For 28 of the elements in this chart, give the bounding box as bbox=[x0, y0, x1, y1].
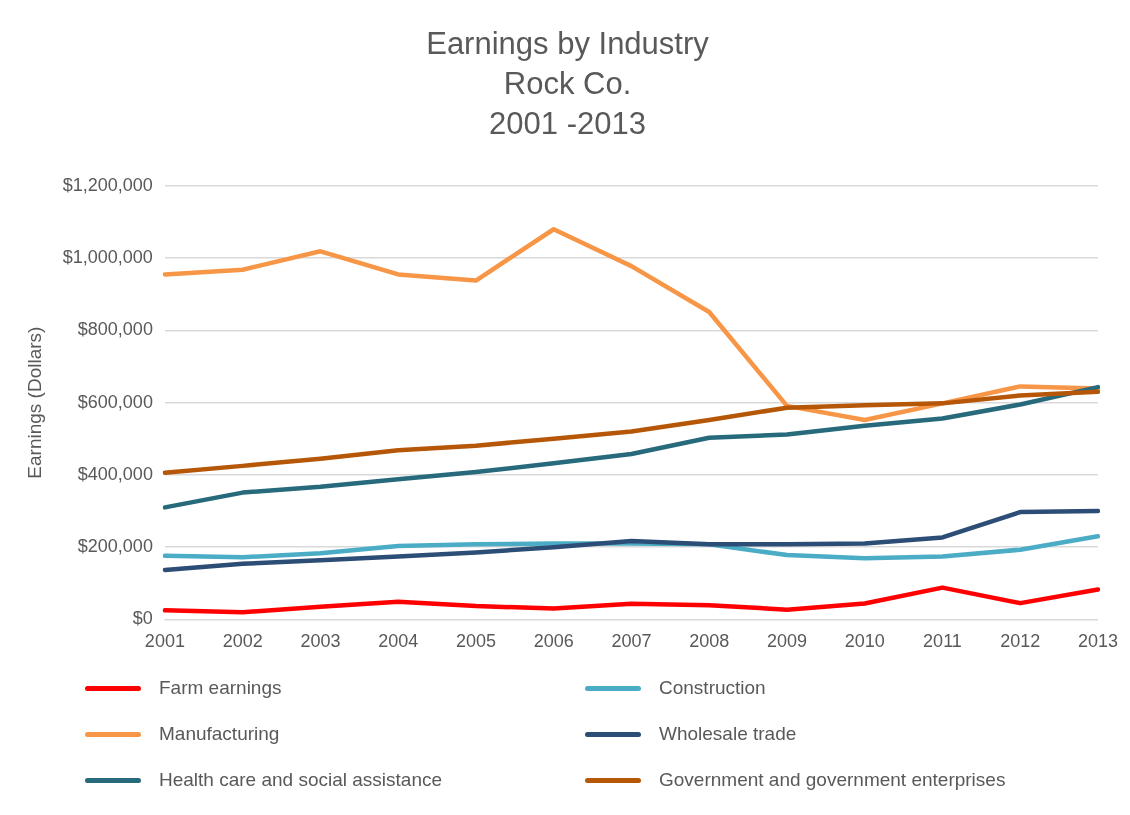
y-tick-label: $400,000 bbox=[77, 463, 153, 484]
x-tick-label: 2005 bbox=[455, 631, 496, 652]
x-tick-label: 2013 bbox=[1077, 631, 1118, 652]
x-tick-label: 2002 bbox=[222, 631, 263, 652]
legend-label: Manufacturing bbox=[159, 723, 280, 745]
y-tick-label: $1,200,000 bbox=[62, 174, 153, 195]
x-tick-label: 2004 bbox=[378, 631, 419, 652]
x-tick-label: 2009 bbox=[766, 631, 807, 652]
y-tick-label: $0 bbox=[132, 608, 153, 629]
y-tick-label: $600,000 bbox=[77, 391, 153, 412]
y-tick-label: $800,000 bbox=[77, 319, 153, 340]
x-tick-label: 2012 bbox=[1000, 631, 1041, 652]
x-tick-label: 2011 bbox=[923, 631, 962, 652]
x-tick-label: 2001 bbox=[144, 631, 185, 652]
legend-label: Wholesale trade bbox=[659, 723, 797, 745]
chart-title: Earnings by Industry Rock Co. 2001 -2013 bbox=[426, 25, 710, 142]
x-tick-label: 2008 bbox=[689, 631, 730, 652]
y-tick-label: $200,000 bbox=[77, 536, 153, 557]
y-axis-title: Earnings (Dollars) bbox=[23, 326, 45, 479]
x-tick-label: 2006 bbox=[533, 631, 574, 652]
legend-label: Construction bbox=[659, 677, 766, 699]
x-tick-label: 2003 bbox=[300, 631, 341, 652]
legend-label: Farm earnings bbox=[159, 677, 282, 699]
legend-label: Government and government enterprises bbox=[659, 769, 1006, 791]
legend-label: Health care and social assistance bbox=[159, 769, 443, 791]
x-tick-label: 2010 bbox=[844, 631, 885, 652]
y-tick-label: $1,000,000 bbox=[62, 247, 153, 268]
x-tick-label: 2007 bbox=[611, 631, 652, 652]
